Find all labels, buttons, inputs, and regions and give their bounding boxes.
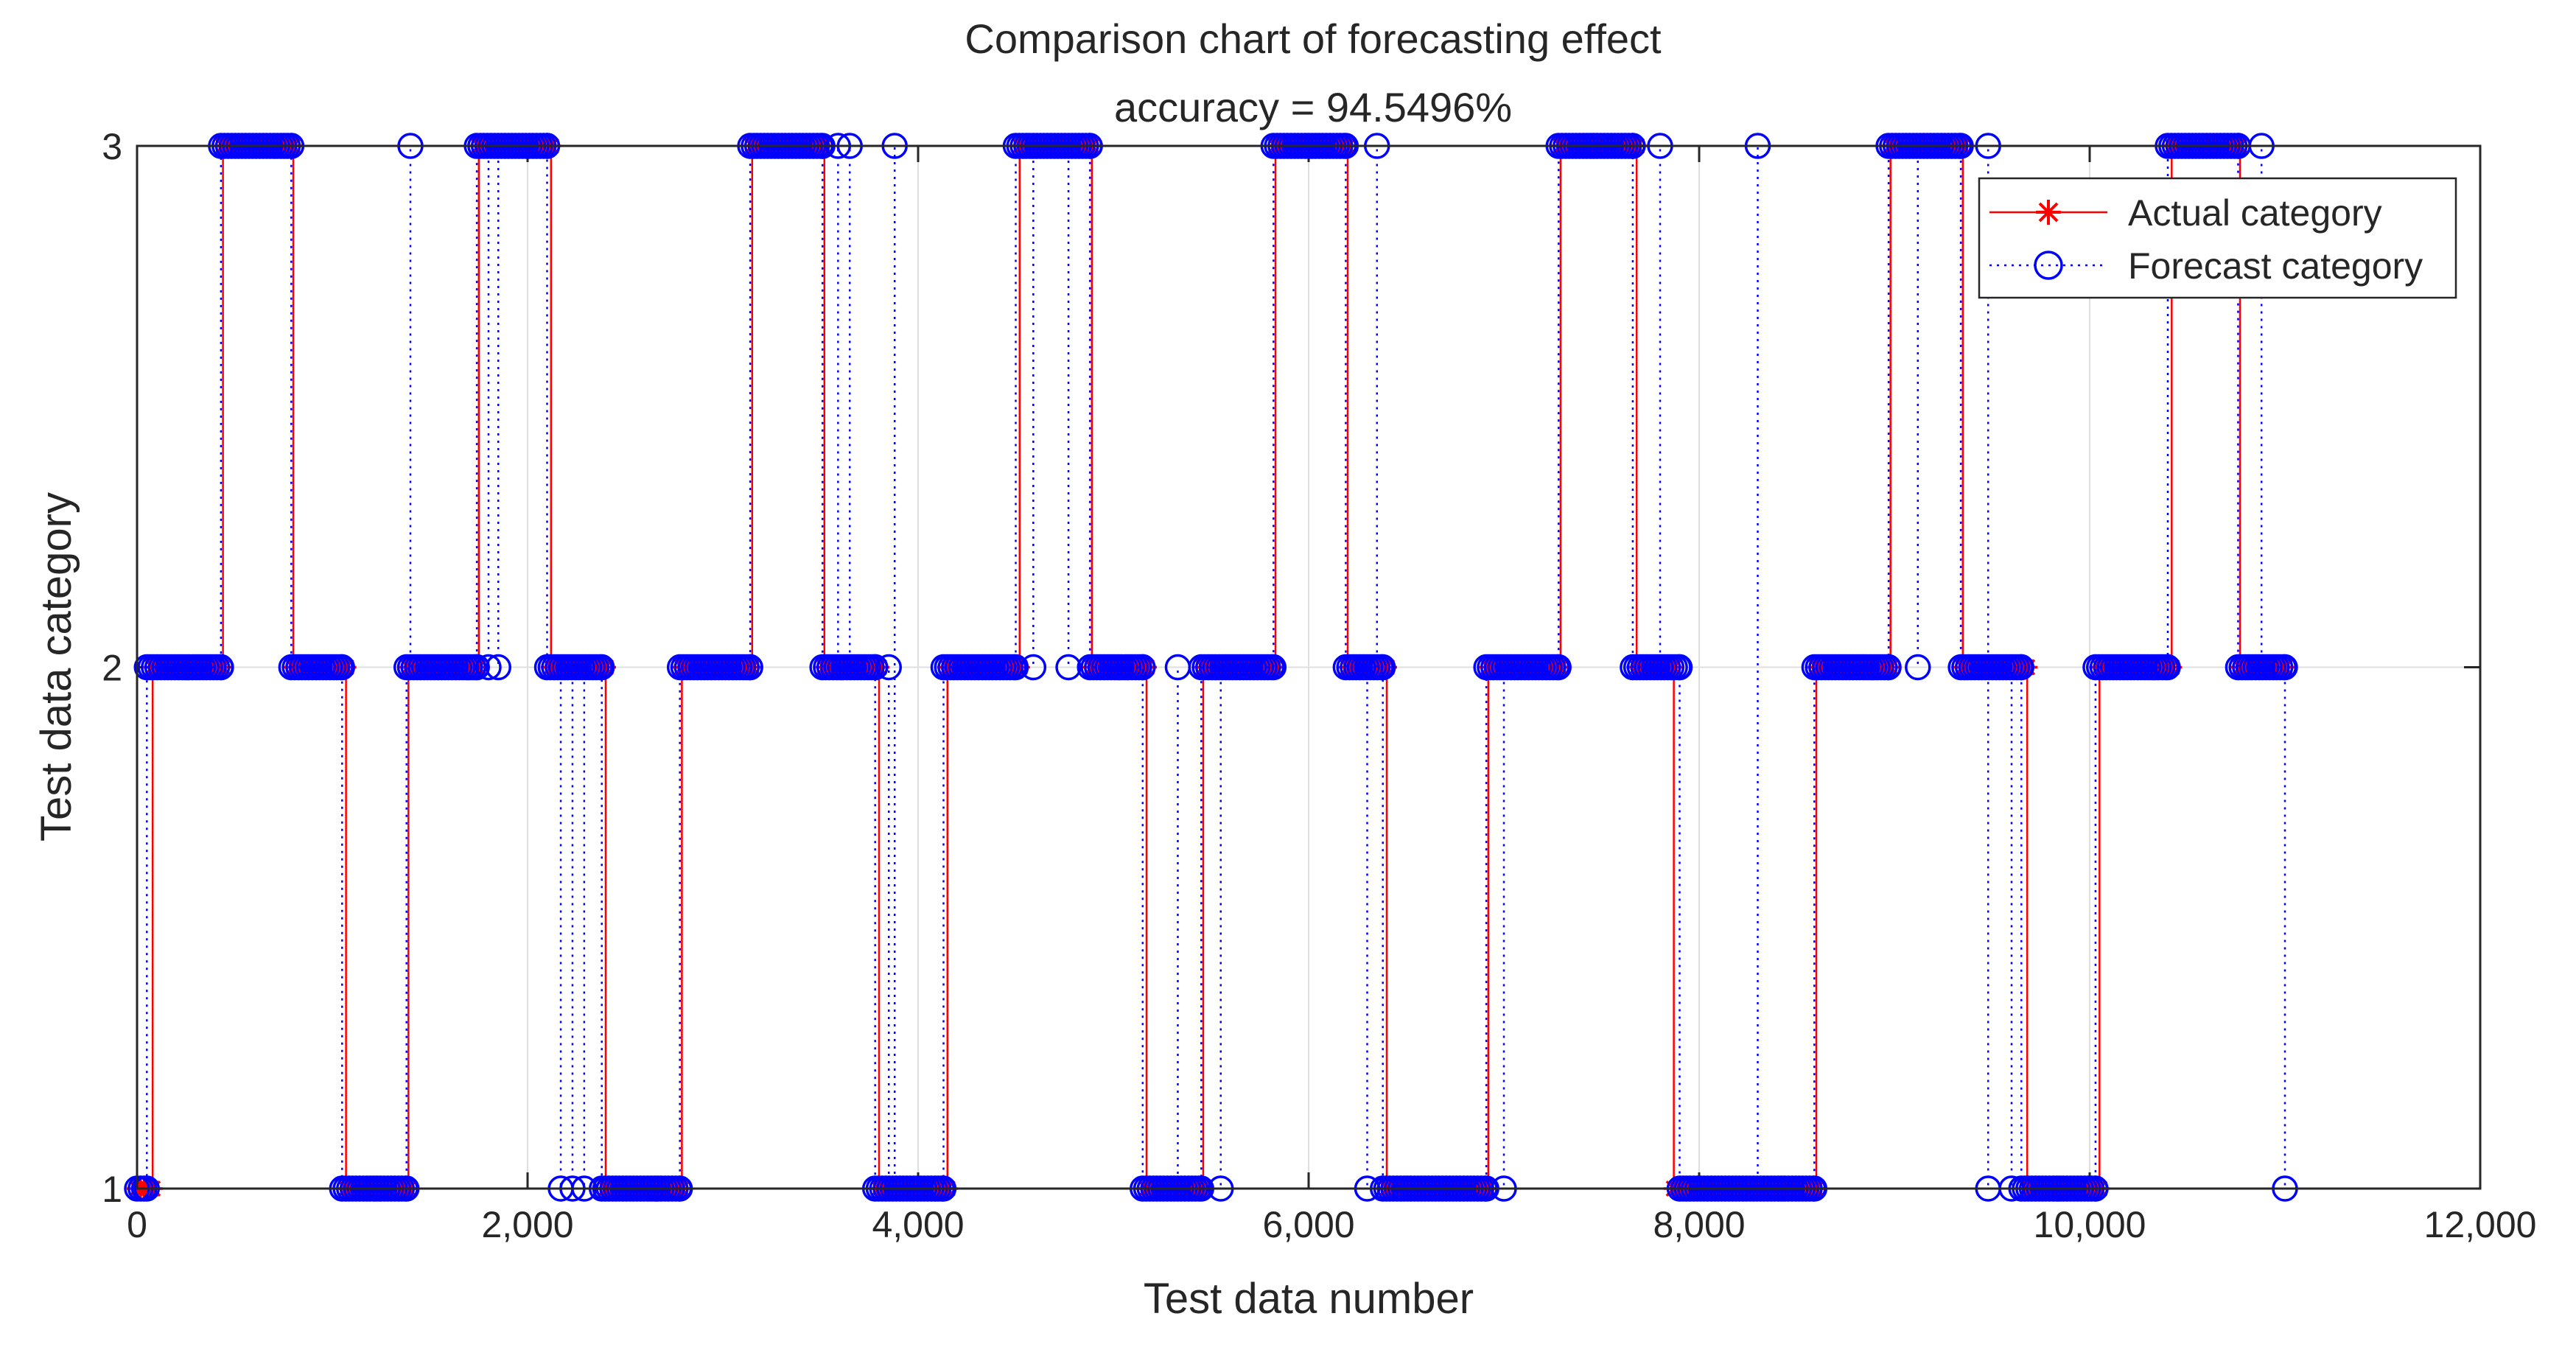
y-axis-label: Test data category: [32, 492, 80, 842]
forecast-point: [1260, 654, 1287, 681]
forecast-point: [475, 654, 502, 681]
chart-title: Comparison chart of forecasting effect: [965, 15, 1662, 62]
forecast-series: [124, 133, 2298, 1202]
y-tick-label: 1: [102, 1169, 122, 1210]
y-tick-label: 3: [102, 126, 122, 167]
forecast-point: [1545, 654, 1572, 681]
legend: Actual category Forecast category: [1978, 177, 2457, 299]
legend-forecast-marker: [2034, 251, 2063, 280]
y-tick-label: 2: [102, 648, 122, 689]
x-tick-label: 2,000: [481, 1204, 573, 1245]
y-axis-ticks: 1 2 3: [102, 126, 2480, 1210]
forecast-point: [208, 654, 234, 681]
forecast-point: [1164, 654, 1191, 681]
forecast-point: [588, 654, 615, 681]
x-tick-label: 12,000: [2424, 1204, 2537, 1245]
forecast-point: [875, 654, 902, 681]
x-axis-ticks: 0 2,000 4,000 6,000 8,000 10,000 12,000: [127, 146, 2536, 1245]
legend-actual-label: Actual category: [2128, 192, 2382, 234]
forecast-point: [329, 654, 355, 681]
legend-box: [1978, 177, 2457, 299]
x-tick-label: 8,000: [1653, 1204, 1745, 1245]
forecast-point: [2008, 654, 2034, 681]
forecast-point: [737, 654, 763, 681]
forecast-point: [2272, 654, 2298, 681]
forecast-point: [861, 654, 889, 681]
plot-frame: [136, 144, 2482, 1190]
forecast-point: [1369, 654, 1396, 681]
x-tick-label: 0: [127, 1204, 147, 1245]
forecast-point: [1130, 654, 1156, 681]
forecast-point: [1666, 654, 1693, 681]
x-tick-label: 10,000: [2034, 1204, 2146, 1245]
forecast-point: [1875, 654, 1902, 681]
forecast-point: [1002, 654, 1029, 681]
forecast-point: [1020, 654, 1047, 681]
forecast-point: [485, 654, 511, 681]
forecast-point: [1055, 654, 1082, 681]
x-tick-label: 4,000: [872, 1204, 964, 1245]
forecast-point: [2155, 654, 2181, 681]
legend-forecast-label: Forecast category: [2128, 245, 2423, 287]
forecast-point: [463, 654, 490, 681]
chart-subtitle: accuracy = 94.5496%: [1114, 84, 1512, 130]
forecast-point: [1905, 654, 1931, 681]
x-axis-label: Test data number: [1144, 1275, 1474, 1323]
x-tick-label: 6,000: [1262, 1204, 1354, 1245]
legend-actual-marker: [2036, 200, 2061, 225]
